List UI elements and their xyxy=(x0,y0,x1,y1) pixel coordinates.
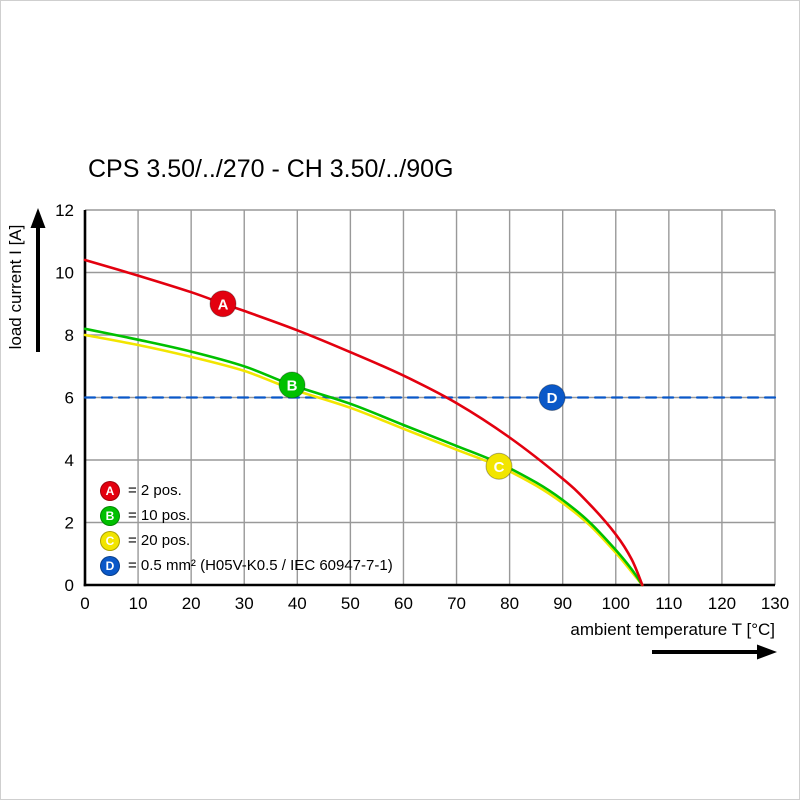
x-tick-label: 30 xyxy=(235,594,254,613)
legend-label-d: = 0.5 mm² (H05V-K0.5 / IEC 60947-7-1) xyxy=(128,557,393,574)
x-tick-label: 60 xyxy=(394,594,413,613)
marker-letter-d: D xyxy=(547,390,558,407)
x-tick-label: 50 xyxy=(341,594,360,613)
x-tick-label: 40 xyxy=(288,594,307,613)
y-tick-label: 10 xyxy=(55,264,74,283)
legend-marker-b: B xyxy=(100,505,120,526)
legend-marker-d: D xyxy=(100,555,120,576)
legend-item-a: A = 2 pos. xyxy=(100,478,393,503)
x-axis-label: ambient temperature T [°C] xyxy=(570,620,775,639)
marker-letter-b: B xyxy=(287,378,298,395)
marker-letter-c: C xyxy=(494,459,505,476)
marker-letter-a: A xyxy=(218,296,229,313)
legend-marker-c: C xyxy=(100,530,120,551)
curve-c xyxy=(83,333,644,587)
marker-d xyxy=(538,384,566,411)
legend-item-b: B = 10 pos. xyxy=(100,503,393,528)
y-tick-label: 12 xyxy=(55,201,74,220)
x-tick-label: 20 xyxy=(182,594,201,613)
marker-c xyxy=(485,452,513,480)
x-tick-label: 70 xyxy=(447,594,466,613)
x-tick-label: 120 xyxy=(708,594,736,613)
y-tick-label: 4 xyxy=(65,451,74,470)
marker-b xyxy=(278,371,306,399)
legend-item-c: C = 20 pos. xyxy=(100,528,393,553)
y-tick-label: 8 xyxy=(65,326,74,345)
marker-a xyxy=(209,290,237,318)
legend-item-d: D = 0.5 mm² (H05V-K0.5 / IEC 60947-7-1) xyxy=(100,553,393,578)
x-tick-label: 130 xyxy=(761,594,789,613)
legend-marker-a: A xyxy=(100,480,120,501)
x-tick-label: 80 xyxy=(500,594,519,613)
x-tick-label: 110 xyxy=(655,594,682,613)
y-tick-label: 2 xyxy=(65,514,74,533)
curve-b xyxy=(83,327,644,587)
y-tick-label: 0 xyxy=(65,576,74,595)
legend-label-c: = 20 pos. xyxy=(128,532,191,549)
chart-title: CPS 3.50/../270 - CH 3.50/../90G xyxy=(88,155,454,183)
y-axis-arrow-head xyxy=(30,208,46,228)
x-tick-label: 100 xyxy=(602,594,630,613)
legend-label-a: = 2 pos. xyxy=(128,482,182,499)
x-tick-label: 10 xyxy=(129,594,148,613)
x-tick-label: 0 xyxy=(80,594,89,613)
x-axis-arrow-head xyxy=(757,644,777,660)
x-tick-label: 90 xyxy=(553,594,572,613)
legend: A = 2 pos. B = 10 pos. C = 20 pos. D = 0… xyxy=(100,478,393,578)
y-axis-label: load current I [A] xyxy=(6,224,25,350)
legend-label-b: = 10 pos. xyxy=(128,507,191,524)
y-tick-label: 6 xyxy=(65,389,74,408)
curve-a xyxy=(83,258,644,587)
